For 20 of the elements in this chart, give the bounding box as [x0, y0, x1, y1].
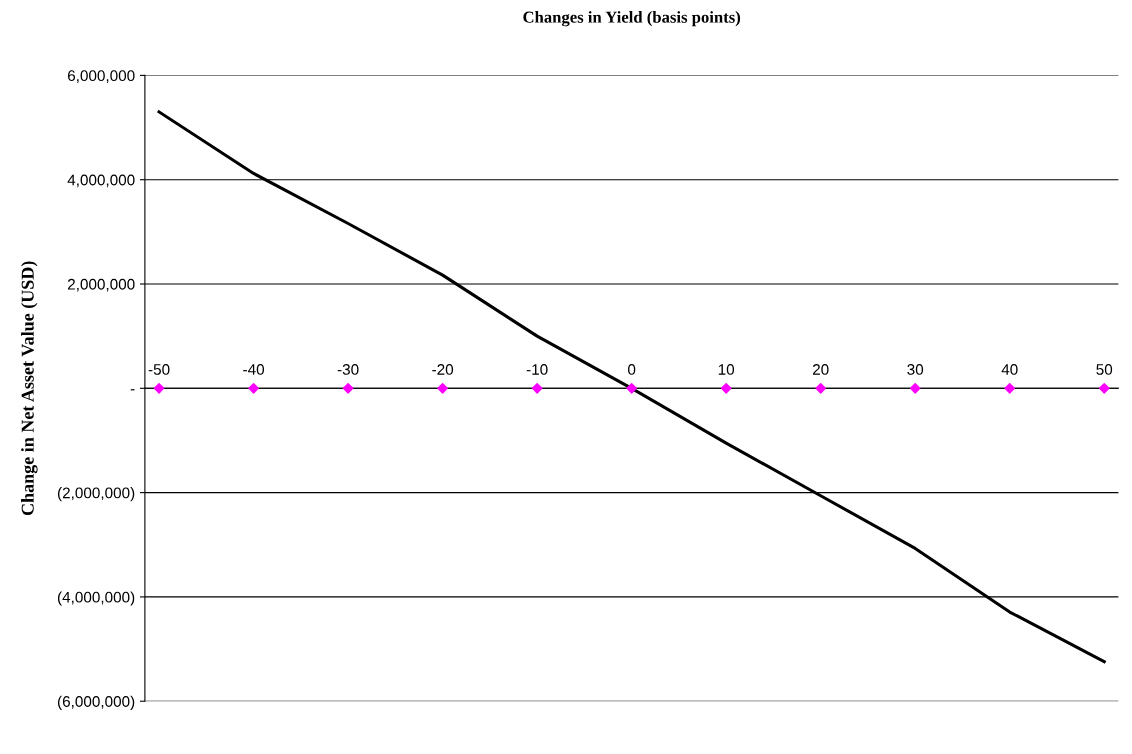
x-tick-label: -10: [526, 364, 548, 375]
y-tick-label: (4,000,000): [57, 591, 135, 606]
x-tick-label: 30: [907, 364, 924, 375]
y-tick-label: 4,000,000: [67, 174, 135, 188]
x-tick-label: -30: [337, 364, 359, 375]
y-tick-label: (2,000,000): [57, 487, 135, 502]
x-tick-label: -40: [243, 364, 265, 375]
chart-title: Changes in Yield (basis points): [523, 11, 741, 27]
x-tick-label: 50: [1096, 364, 1113, 375]
x-tick-label: 20: [812, 364, 829, 375]
y-tick-label: 2,000,000: [67, 278, 135, 292]
x-tick-label: 0: [628, 364, 636, 375]
x-tick-label: -50: [148, 364, 170, 375]
y-tick-label: (6,000,000): [57, 695, 135, 710]
y-axis-title: Change in Net Asset Value (USD): [21, 261, 38, 516]
y-tick-label: 6,000,000: [67, 70, 135, 83]
x-tick-label: -20: [432, 364, 454, 375]
x-tick-label: 10: [718, 364, 735, 375]
y-tick-label: -: [130, 389, 135, 391]
x-tick-label: 40: [1001, 364, 1018, 375]
